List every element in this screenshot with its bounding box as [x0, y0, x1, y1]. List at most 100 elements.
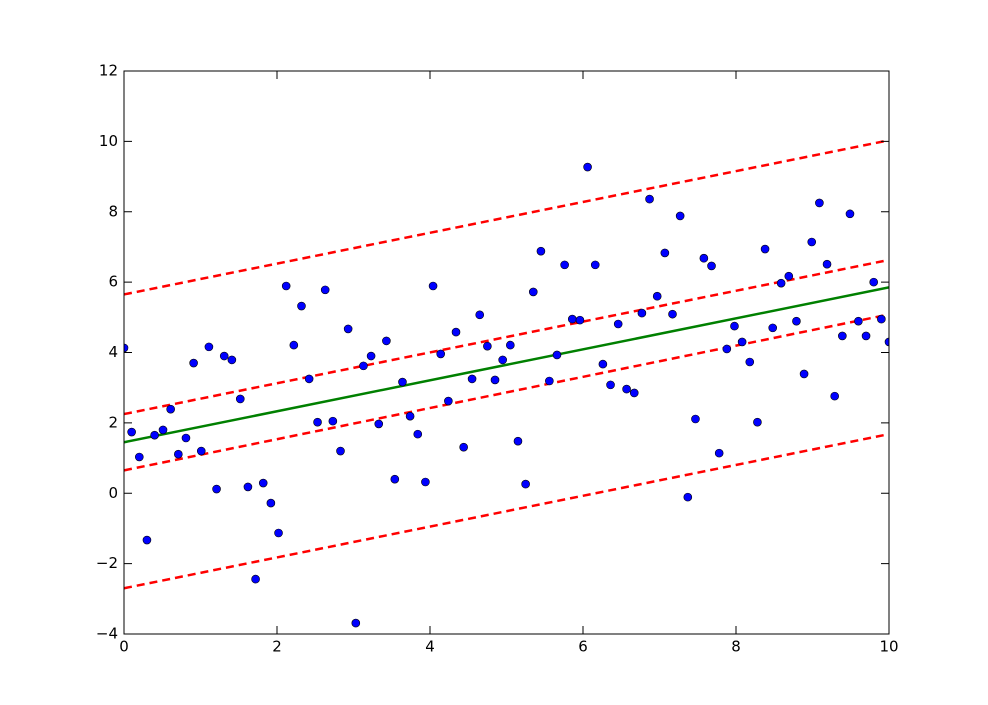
y-tick-label: −2	[96, 554, 118, 572]
data-point	[506, 340, 515, 350]
data-point	[444, 396, 453, 406]
x-tick-label: 8	[731, 638, 741, 656]
y-tick-label: 0	[108, 484, 118, 502]
y-tick-label: 2	[108, 413, 118, 431]
x-tick-label: 0	[119, 638, 129, 656]
data-point	[645, 194, 654, 204]
data-point	[528, 287, 538, 297]
data-point	[699, 253, 709, 263]
data-point	[281, 281, 291, 291]
data-point	[822, 259, 832, 269]
data-point	[760, 244, 770, 254]
data-point	[815, 198, 824, 208]
data-point	[498, 355, 507, 365]
data-point	[606, 380, 615, 390]
data-point	[691, 414, 700, 424]
data-point	[675, 211, 685, 221]
data-point	[536, 246, 546, 256]
x-tick-label: 6	[578, 638, 588, 656]
data-point	[243, 482, 253, 492]
data-point	[590, 260, 600, 270]
data-point	[845, 209, 855, 219]
data-point	[668, 309, 677, 319]
data-point	[652, 291, 662, 301]
y-tick-label: 6	[108, 273, 118, 291]
data-point	[483, 341, 492, 351]
data-point	[637, 308, 647, 318]
data-point	[560, 260, 569, 270]
data-point	[212, 484, 221, 494]
data-point	[730, 321, 739, 331]
data-point	[297, 301, 306, 311]
data-point	[714, 448, 724, 458]
data-point	[869, 277, 879, 287]
data-point	[451, 327, 461, 337]
data-point	[142, 535, 152, 545]
data-point	[227, 355, 237, 365]
data-point	[204, 342, 214, 352]
data-point	[158, 425, 168, 435]
y-tick-label: 4	[108, 343, 118, 361]
data-point	[475, 310, 485, 320]
data-point	[313, 417, 322, 427]
y-tick-label: 12	[99, 62, 118, 80]
data-point	[861, 331, 871, 341]
data-point	[459, 442, 468, 452]
data-point	[521, 479, 530, 489]
x-tick-label: 2	[272, 638, 282, 656]
plot-area	[124, 71, 889, 634]
data-point	[575, 315, 585, 325]
data-point	[436, 349, 446, 359]
data-point	[552, 350, 562, 360]
data-point	[567, 314, 577, 324]
data-point	[258, 478, 268, 488]
x-tick-label: 4	[425, 638, 435, 656]
y-tick-label: 8	[108, 202, 118, 220]
data-point	[328, 416, 338, 426]
data-point	[490, 375, 500, 385]
data-point	[622, 384, 631, 394]
data-point	[884, 337, 889, 347]
data-point	[336, 446, 345, 456]
data-point	[320, 285, 330, 295]
data-point	[181, 433, 191, 443]
data-point	[359, 361, 368, 371]
data-point	[219, 351, 229, 361]
data-point	[366, 351, 376, 361]
data-point	[421, 477, 430, 487]
data-point	[660, 248, 670, 258]
data-point	[753, 417, 762, 427]
y-tick-label: 10	[99, 132, 118, 150]
data-point	[189, 358, 198, 368]
x-tick-label: 10	[879, 638, 898, 656]
data-point	[629, 388, 639, 398]
data-point	[382, 336, 391, 346]
data-point	[784, 271, 794, 281]
data-point	[792, 316, 801, 326]
y-tick-label: −4	[96, 625, 118, 643]
data-point	[613, 319, 623, 329]
axes: 0 2 4 6 8 10 −4 −2 0 2 4 6 8 10 12	[96, 62, 899, 656]
data-point	[127, 427, 136, 437]
data-point	[124, 343, 129, 353]
data-point	[854, 316, 863, 326]
data-point	[513, 436, 523, 446]
data-point	[251, 574, 260, 584]
data-point	[807, 237, 817, 247]
plot-content	[124, 140, 889, 628]
data-point	[467, 374, 477, 384]
data-point	[776, 278, 786, 288]
data-point	[274, 528, 283, 538]
data-point	[304, 374, 314, 384]
data-point	[390, 474, 400, 484]
data-point	[150, 430, 159, 440]
data-point	[768, 323, 778, 333]
data-point	[289, 340, 299, 350]
data-point	[405, 411, 415, 421]
data-point	[877, 314, 886, 324]
data-point	[135, 452, 144, 462]
data-point	[722, 344, 732, 354]
data-point	[166, 404, 175, 414]
data-point	[413, 429, 423, 439]
